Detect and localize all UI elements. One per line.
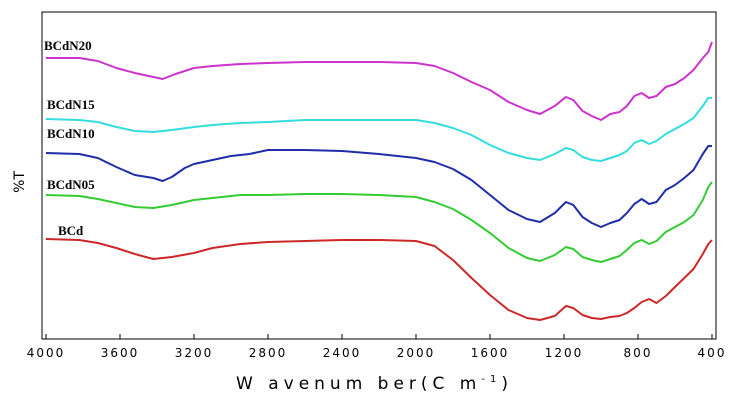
x-axis-ticks <box>45 334 713 339</box>
x-tick-label: 400 <box>698 346 727 360</box>
x-tick-label: 800 <box>624 346 653 360</box>
series-label-bcd: BCd <box>58 223 84 238</box>
series-line-bcdn10 <box>45 145 712 228</box>
x-tick-label: 2400 <box>323 346 362 360</box>
series-label-bcdn10: BCdN10 <box>47 126 95 141</box>
x-tick-label: 4000 <box>27 346 66 360</box>
series-labels: BCdN20 BCdN15 BCdN10 BCdN05 BCd <box>44 38 95 238</box>
x-tick-label: 1600 <box>471 346 510 360</box>
plot-frame <box>41 11 717 340</box>
x-tick-label: 1200 <box>545 346 584 360</box>
y-axis-title: %T <box>12 171 28 193</box>
x-axis-tick-labels: 4000 3600 3200 2800 2400 2000 1600 1200 800 400 <box>27 346 727 360</box>
series-line-bcdn05 <box>45 181 713 263</box>
x-tick-label: 3200 <box>175 346 214 360</box>
series-lines <box>45 41 713 321</box>
series-label-bcdn15: BCdN15 <box>47 97 95 112</box>
series-line-bcdn20 <box>46 41 713 121</box>
series-label-bcdn05: BCdN05 <box>47 177 95 192</box>
series-line-bcd <box>45 238 713 321</box>
x-tick-label: 2800 <box>249 346 288 360</box>
x-tick-label: 2000 <box>397 346 436 360</box>
x-axis-title: W avenum ber(C m-1) <box>236 374 513 394</box>
x-tick-label: 3600 <box>101 346 140 360</box>
series-label-bcdn20: BCdN20 <box>44 38 92 53</box>
series-line-bcdn15 <box>45 97 712 162</box>
